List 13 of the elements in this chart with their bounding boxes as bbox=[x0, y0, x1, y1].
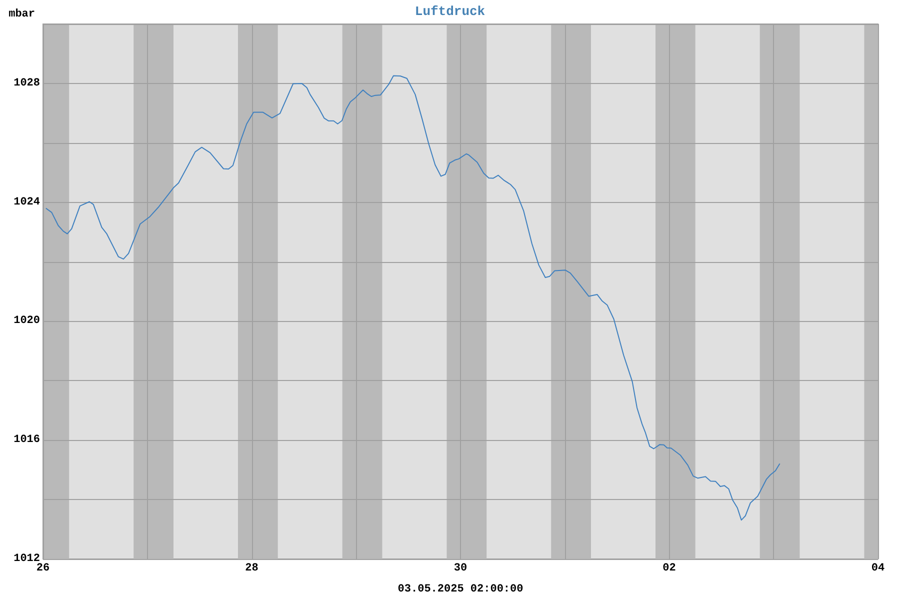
y-tick-label: 1028 bbox=[14, 77, 40, 90]
x-tick-label: 02 bbox=[662, 562, 676, 574]
x-tick-label: 04 bbox=[871, 562, 885, 574]
x-tick-label: 28 bbox=[245, 562, 259, 574]
line-series bbox=[45, 75, 780, 521]
x-tick-label: 26 bbox=[36, 562, 50, 574]
x-tick-label: 30 bbox=[454, 562, 468, 574]
y-tick-label: 1024 bbox=[14, 196, 40, 208]
y-tick-label: 1020 bbox=[14, 315, 40, 328]
x-axis-title: 03.05.2025 02:00:00 bbox=[398, 584, 524, 596]
chart-title: Luftdruck bbox=[414, 4, 486, 19]
y-axis-title: mbar bbox=[8, 8, 35, 20]
y-tick-label: 1016 bbox=[14, 434, 40, 446]
